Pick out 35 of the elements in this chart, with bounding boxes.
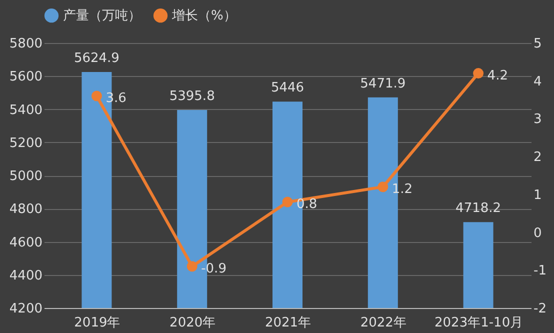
y2-tick-label: 1 (534, 188, 542, 203)
y-tick-label: 4800 (9, 202, 42, 218)
y-tick-label: 4400 (9, 268, 42, 284)
y2-tick-label: 2 (534, 150, 542, 166)
y-tick-label: 5600 (9, 70, 42, 85)
y-tick-label: 5200 (9, 136, 42, 151)
data-label: 5395.8 (169, 88, 215, 104)
y-tick-label: 4600 (9, 235, 42, 250)
x-tick-label: 2019年 (74, 316, 120, 330)
y-tick-label: 5000 (9, 169, 42, 184)
point (378, 182, 388, 192)
data-label: 5624.9 (74, 51, 120, 66)
y2-tick-label: -2 (534, 302, 546, 316)
point (282, 196, 293, 208)
x-tick-label: 2020年 (170, 316, 216, 330)
legend-label: 产量（万吨） (63, 8, 141, 24)
x-tick-label: 2022年 (360, 316, 406, 330)
data-label: 5446 (270, 80, 304, 96)
y2-tick-label: 3 (534, 112, 542, 128)
data-label: 5471.9 (360, 76, 406, 92)
point (186, 261, 198, 272)
x-tick-label: 2023年1-10月 (434, 316, 524, 330)
data-label: 4.2 (487, 68, 508, 84)
y2-tick-label: 0 (534, 226, 542, 241)
y2-tick-label: 5 (534, 36, 542, 52)
y-tick-label: 5400 (9, 102, 42, 118)
legend-label: 增长（%） (171, 8, 236, 24)
y2-tick-label: 4 (534, 74, 542, 90)
point (91, 90, 102, 102)
y2-tick-label: -1 (534, 264, 546, 279)
y-tick-label: 5800 (9, 36, 42, 52)
y-tick-label: 4200 (9, 302, 42, 316)
data-label: 4718.2 (456, 201, 502, 216)
point (473, 68, 484, 79)
x-tick-label: 2021年 (264, 316, 312, 330)
